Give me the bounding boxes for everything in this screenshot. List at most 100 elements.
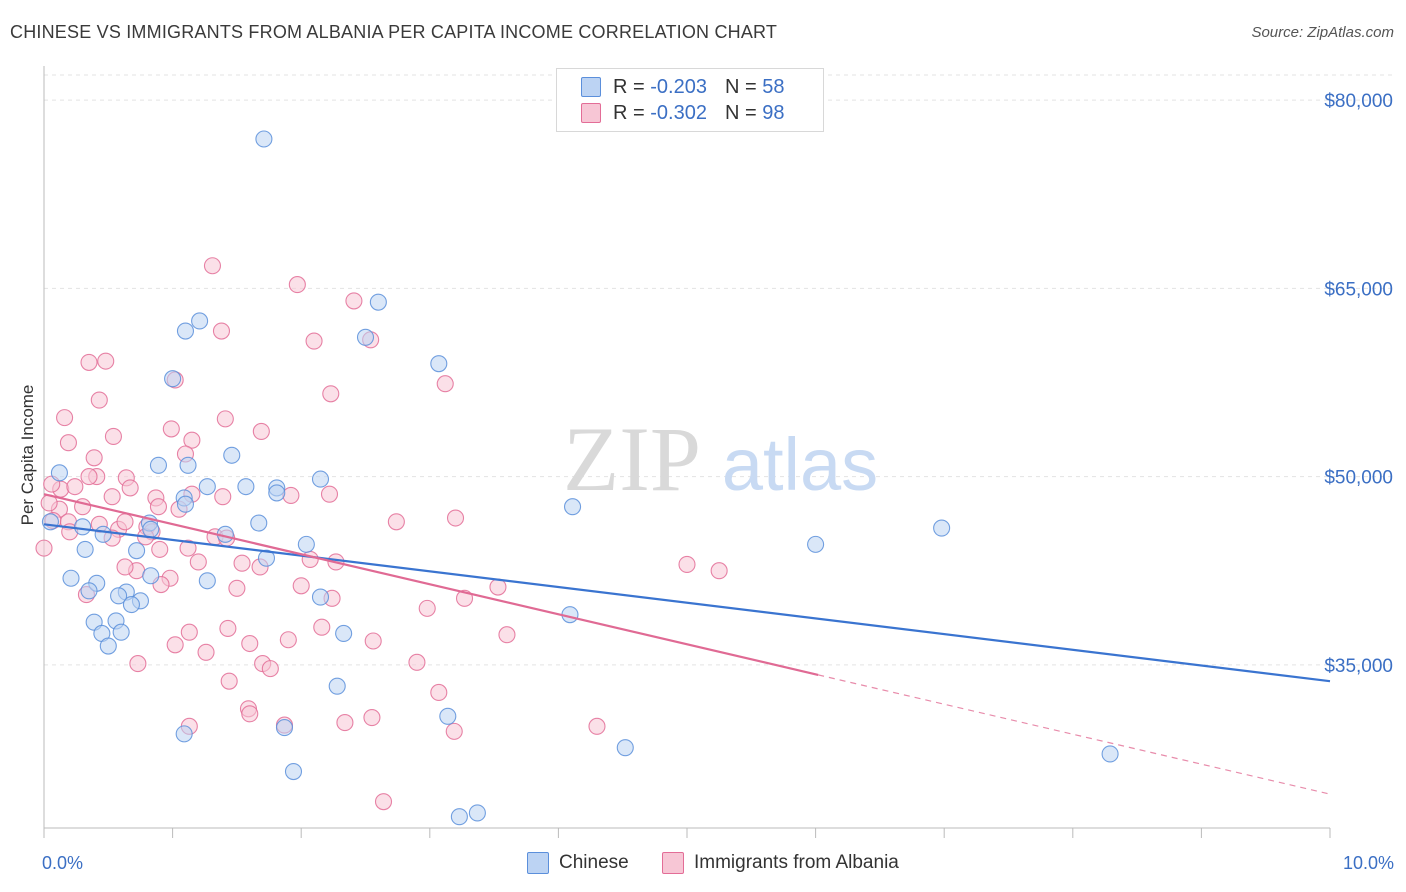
albania-point bbox=[588, 717, 606, 735]
chart-title: CHINESE VS IMMIGRANTS FROM ALBANIA PER C… bbox=[10, 22, 778, 42]
albania-point bbox=[216, 410, 234, 428]
albania-point bbox=[279, 631, 297, 649]
albania-point bbox=[219, 619, 237, 638]
x-tick-min: 0.0% bbox=[42, 853, 84, 873]
chinese-point bbox=[176, 495, 195, 513]
legend-n-value: 98 bbox=[762, 101, 785, 124]
albania-point bbox=[678, 555, 696, 574]
albania-point bbox=[387, 513, 405, 531]
albania-point bbox=[104, 427, 122, 445]
watermark-atlas: atlas bbox=[722, 423, 878, 506]
bottom-legend-albania: Immigrants from Albania bbox=[662, 852, 899, 874]
watermark-zip: ZIP bbox=[563, 408, 701, 510]
albania-point bbox=[203, 257, 222, 275]
chinese-point bbox=[450, 808, 468, 826]
chinese-point bbox=[369, 293, 387, 311]
chinese-trend-line bbox=[43, 523, 1331, 683]
albania-point bbox=[336, 714, 354, 732]
chinese-point bbox=[439, 707, 457, 725]
albania-legend-label: Immigrants from Albania bbox=[694, 852, 899, 873]
chinese-point bbox=[142, 520, 160, 538]
albania-point bbox=[241, 705, 259, 723]
x-tick-max: 10.0% bbox=[1342, 853, 1394, 873]
chinese-point bbox=[80, 582, 98, 600]
albania-point bbox=[129, 655, 147, 673]
chinese-point bbox=[257, 549, 276, 567]
albania-point bbox=[364, 632, 382, 650]
albania-point bbox=[162, 420, 180, 438]
albania-point bbox=[322, 385, 340, 403]
chinese-point bbox=[275, 719, 294, 737]
albania-point bbox=[189, 553, 207, 571]
albania-point bbox=[498, 626, 516, 644]
legend-n-value: 58 bbox=[762, 75, 785, 98]
albania-point bbox=[56, 409, 74, 427]
legend-r-value: -0.203 bbox=[650, 75, 707, 98]
albania-swatch bbox=[581, 103, 601, 123]
chinese-point bbox=[328, 677, 346, 695]
legend-row-chinese: R = -0.203 N = 58 bbox=[581, 75, 784, 99]
albania-point bbox=[233, 554, 251, 572]
albania-point bbox=[220, 672, 238, 690]
chinese-point bbox=[110, 587, 128, 605]
chinese-legend-label: Chinese bbox=[559, 852, 629, 873]
albania-point bbox=[80, 468, 98, 486]
legend-n-label: N = bbox=[724, 75, 763, 98]
chinese-point bbox=[94, 525, 112, 543]
y-tick-label: $35,000 bbox=[1324, 656, 1393, 677]
albania-point bbox=[430, 683, 448, 702]
albania-point bbox=[292, 577, 310, 595]
chinese-point bbox=[297, 535, 315, 553]
chinese-point bbox=[164, 370, 182, 388]
albania-point bbox=[180, 623, 198, 641]
albania-trend-extension bbox=[818, 674, 1331, 795]
y-tick-label: $50,000 bbox=[1324, 468, 1393, 489]
albania-point bbox=[149, 498, 168, 516]
chinese-point bbox=[311, 470, 330, 488]
chinese-point bbox=[50, 464, 68, 482]
chinese-point bbox=[430, 355, 448, 373]
source-note: Source: ZipAtlas.com bbox=[1251, 24, 1394, 41]
albania-point bbox=[436, 375, 454, 393]
chinese-point bbox=[198, 572, 216, 590]
chinese-point bbox=[128, 542, 146, 560]
albania-point bbox=[446, 509, 465, 527]
y-tick-label: $80,000 bbox=[1324, 91, 1393, 112]
y-tick-labels: $35,000 $50,000 $65,000 $80,000 bbox=[1324, 91, 1393, 677]
chinese-point bbox=[255, 130, 273, 148]
chinese-point bbox=[76, 540, 94, 558]
albania-point bbox=[374, 793, 393, 811]
albania-point bbox=[241, 634, 259, 653]
albania-point bbox=[313, 618, 331, 636]
albania-point bbox=[252, 422, 270, 440]
chinese-point bbox=[191, 312, 209, 330]
albania-point bbox=[183, 431, 201, 449]
albania-point bbox=[345, 292, 363, 310]
chinese-point bbox=[933, 519, 951, 537]
chinese-point bbox=[468, 804, 486, 822]
albania-points bbox=[35, 257, 728, 811]
chinese-point bbox=[41, 513, 59, 531]
albania-point bbox=[197, 643, 215, 661]
chinese-point bbox=[122, 596, 140, 614]
albania-point bbox=[212, 322, 231, 340]
albania-point bbox=[710, 562, 728, 580]
albania-point bbox=[305, 332, 323, 350]
albania-point bbox=[179, 539, 197, 557]
chinese-point bbox=[112, 623, 130, 641]
albania-point bbox=[151, 540, 169, 558]
albania-point bbox=[90, 391, 108, 409]
albania-point bbox=[97, 352, 115, 370]
albania-trend-line bbox=[43, 493, 819, 676]
albania-point bbox=[66, 478, 84, 496]
chinese-point bbox=[250, 514, 268, 532]
albania-point bbox=[116, 513, 134, 531]
chinese-point bbox=[807, 535, 825, 553]
albania-point bbox=[121, 479, 139, 497]
chinese-point bbox=[149, 456, 168, 474]
legend-r-value: -0.302 bbox=[650, 101, 707, 124]
chinese-point bbox=[198, 478, 216, 496]
albania-point bbox=[261, 660, 279, 678]
chinese-point bbox=[311, 588, 330, 606]
